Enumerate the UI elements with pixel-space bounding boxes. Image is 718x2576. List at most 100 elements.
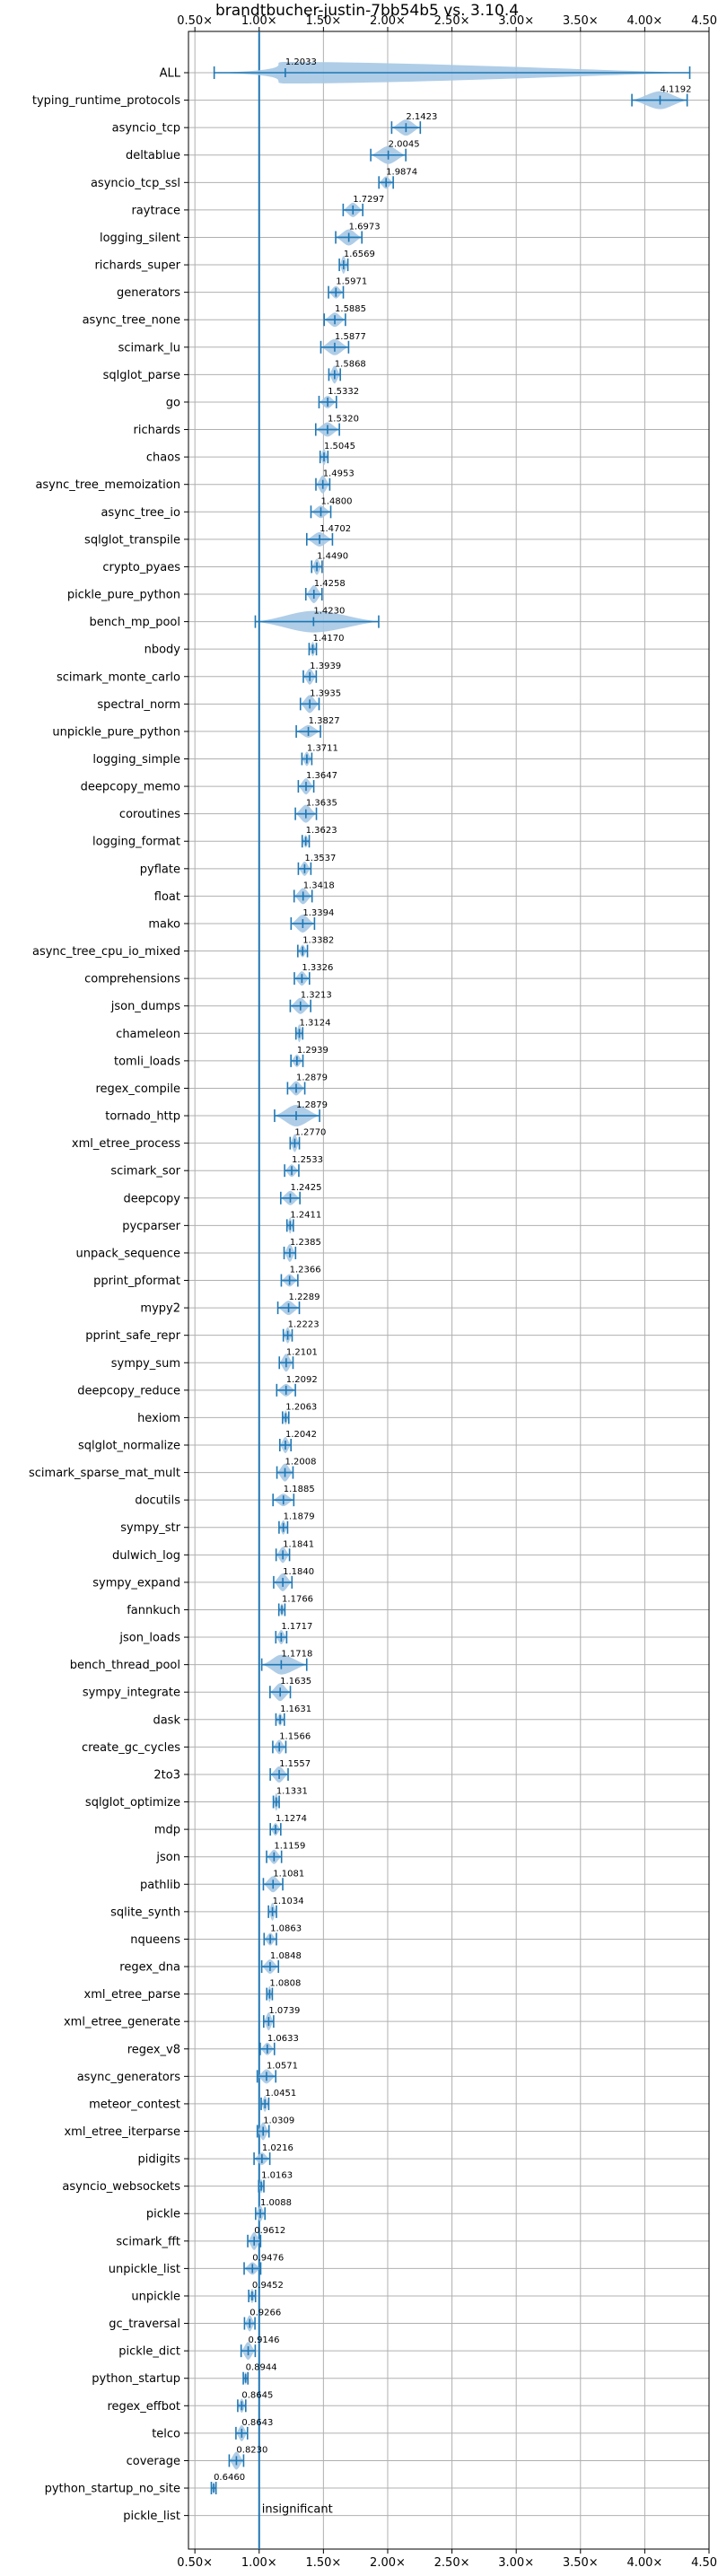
benchmark-label: pyflate <box>140 863 180 876</box>
benchmark-label: xml_etree_iterparse <box>64 2125 180 2139</box>
value-label: 1.4800 <box>321 496 353 506</box>
value-label: 1.1081 <box>273 1869 304 1879</box>
benchmark-label: async_tree_cpu_io_mixed <box>32 945 180 959</box>
benchmark-label: logging_format <box>92 836 180 849</box>
x-tick-label-bottom: 4.00× <box>626 2556 662 2570</box>
benchmark-label: richards <box>134 424 181 437</box>
value-label: 1.3124 <box>300 1018 331 1028</box>
value-label: 1.0163 <box>261 2171 293 2181</box>
x-tick-label-bottom: 1.50× <box>305 2556 341 2570</box>
value-label: 1.3647 <box>306 771 337 781</box>
value-label: 1.3827 <box>309 716 340 726</box>
x-tick-label-bottom: 0.50× <box>177 2556 213 2570</box>
value-label: 1.1718 <box>281 1650 312 1660</box>
value-label: 1.2411 <box>290 1210 321 1220</box>
value-label: 1.1566 <box>279 1731 311 1741</box>
value-label: 1.4953 <box>323 469 355 479</box>
value-label: 1.2101 <box>286 1347 318 1357</box>
benchmark-label: sqlglot_optimize <box>85 1796 180 1809</box>
value-label: 1.1159 <box>274 1842 305 1852</box>
x-tick-label-bottom: 2.50× <box>434 2556 470 2570</box>
value-label: 1.3382 <box>302 936 334 946</box>
value-label: 1.4170 <box>312 634 344 644</box>
value-label: 1.1879 <box>284 1512 315 1522</box>
value-label: 1.2092 <box>286 1375 318 1385</box>
value-label: 1.9874 <box>386 167 417 177</box>
value-label: 0.8645 <box>241 2390 273 2400</box>
benchmark-label: crypto_pyaes <box>102 561 180 574</box>
benchmark-label: python_startup_no_site <box>45 2483 180 2496</box>
value-label: 1.0571 <box>267 2061 298 2071</box>
x-tick-label-top: 4.00× <box>626 14 662 28</box>
x-tick-label-bottom: 3.50× <box>563 2556 599 2570</box>
value-label: 1.3635 <box>306 799 337 809</box>
benchmark-label: scimark_sor <box>110 1165 180 1178</box>
benchmark-label: float <box>154 890 180 904</box>
benchmark-label: sqlglot_normalize <box>78 1440 180 1453</box>
benchmark-label: chameleon <box>116 1028 180 1041</box>
value-label: 1.6973 <box>349 222 381 232</box>
value-label: 0.6460 <box>214 2473 245 2483</box>
value-label: 1.2366 <box>290 1266 321 1275</box>
value-label: 1.3939 <box>310 662 341 671</box>
benchmark-label: async_tree_io <box>101 506 180 520</box>
x-tick-label-top: 2.50× <box>434 14 470 28</box>
value-label: 1.3537 <box>304 854 336 863</box>
benchmark-label: mdp <box>154 1824 180 1837</box>
value-label: 0.9146 <box>249 2335 280 2345</box>
value-label: 2.0045 <box>389 140 420 150</box>
value-label: 1.1331 <box>276 1787 308 1797</box>
benchmark-label: regex_dna <box>119 1961 180 1975</box>
benchmark-label: unpickle <box>131 2290 180 2303</box>
benchmark-label: sqlite_synth <box>110 1906 180 1919</box>
benchmark-label: pprint_safe_repr <box>85 1329 180 1343</box>
benchmark-label: unpickle_pure_python <box>52 725 180 739</box>
value-label: 1.2289 <box>289 1292 320 1302</box>
value-label: 1.4258 <box>314 579 346 589</box>
value-label: 1.0309 <box>263 2116 294 2126</box>
benchmark-label: regex_compile <box>95 1082 180 1096</box>
benchmark-label: create_gc_cycles <box>82 1741 180 1755</box>
benchmark-label: generators <box>117 286 180 300</box>
value-label: 0.8643 <box>241 2418 273 2428</box>
benchmark-label: hexiom <box>137 1412 180 1425</box>
benchmark-label: sqlglot_parse <box>103 369 180 382</box>
value-label: 1.0863 <box>270 1923 302 1933</box>
benchmark-label: xml_etree_generate <box>64 2016 180 2029</box>
value-label: 1.2879 <box>296 1100 328 1110</box>
value-label: 4.1192 <box>660 85 691 95</box>
benchmark-label: pickle_dict <box>118 2345 180 2359</box>
benchmark-label: deepcopy_memo <box>81 781 180 794</box>
benchmark-label: unpickle_list <box>109 2263 180 2276</box>
value-label: 1.4490 <box>317 551 348 561</box>
benchmark-label: docutils <box>135 1494 180 1508</box>
benchmark-label: coroutines <box>119 808 180 821</box>
value-label: 1.5877 <box>335 332 366 342</box>
benchmark-label: pathlib <box>140 1879 180 1892</box>
value-label: 1.1885 <box>284 1485 315 1494</box>
value-label: 2.1423 <box>406 112 437 122</box>
benchmark-label: scimark_lu <box>118 341 180 355</box>
benchmark-label: tornado_http <box>105 1110 180 1124</box>
value-label: 1.2063 <box>285 1402 317 1412</box>
benchmark-label: richards_super <box>94 259 180 273</box>
value-label: 1.0633 <box>267 2034 299 2044</box>
plot-frame <box>188 31 710 2550</box>
x-axis: 0.50× 0.50× 1.00× 1.00× 1.50× 1.50× 2.00× 2.00×… <box>177 14 718 2570</box>
value-label: 1.0451 <box>265 2089 296 2098</box>
x-tick-label-bottom: 3.00× <box>498 2556 534 2570</box>
benchmark-label: typing_runtime_protocols <box>32 94 180 108</box>
benchmark-label: gc_traversal <box>109 2318 180 2331</box>
benchmark-label: nbody <box>144 644 181 657</box>
benchmark-label: deepcopy <box>123 1192 180 1205</box>
benchmark-label: async_tree_memoization <box>35 478 180 492</box>
benchmark-label: tomli_loads <box>114 1055 180 1068</box>
benchmark-label: json_loads <box>118 1632 180 1645</box>
benchmark-label: nqueens <box>130 1933 180 1947</box>
value-label: 1.3326 <box>302 963 333 973</box>
benchmark-label: dulwich_log <box>112 1549 180 1563</box>
value-label: 1.5971 <box>336 277 367 287</box>
value-label: 1.2008 <box>285 1458 317 1468</box>
value-label: 0.8944 <box>246 2363 277 2373</box>
